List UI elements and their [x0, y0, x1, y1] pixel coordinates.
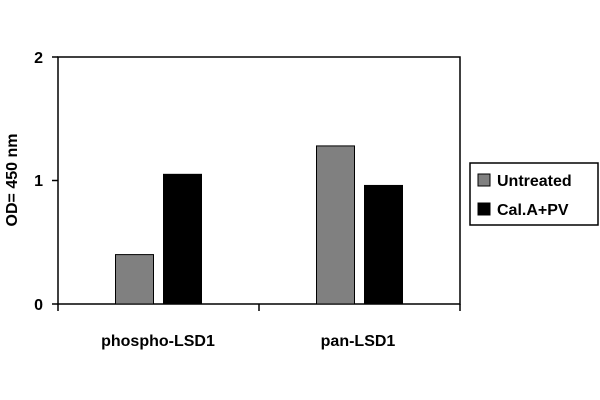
legend-label-untreated: Untreated [497, 173, 572, 190]
x-category-label: pan-LSD1 [321, 333, 396, 350]
legend-swatch-untreated [477, 173, 491, 187]
y-axis: 2 1 0 [34, 50, 58, 314]
y-tick-label: 1 [34, 173, 43, 190]
bar-phospho-lsd1-untreated [115, 254, 154, 305]
y-axis-label: OD= 450 nm [4, 134, 21, 227]
legend-swatch-cal-a-pv [477, 202, 491, 216]
legend-frame [469, 162, 599, 226]
y-tick-label: 0 [34, 297, 43, 314]
x-axis: phospho-LSD1 pan-LSD1 [57, 304, 461, 350]
bar-phospho-lsd1-cal-a-pv [163, 173, 202, 305]
legend: Untreated Cal.A+PV [469, 162, 599, 226]
y-tick-label: 2 [34, 50, 43, 67]
legend-label-cal-a-pv: Cal.A+PV [497, 202, 569, 219]
bar-pan-lsd1-untreated [316, 145, 355, 305]
bar-pan-lsd1-cal-a-pv [364, 184, 403, 305]
x-category-label: phospho-LSD1 [101, 333, 215, 350]
bars-group [115, 145, 403, 305]
